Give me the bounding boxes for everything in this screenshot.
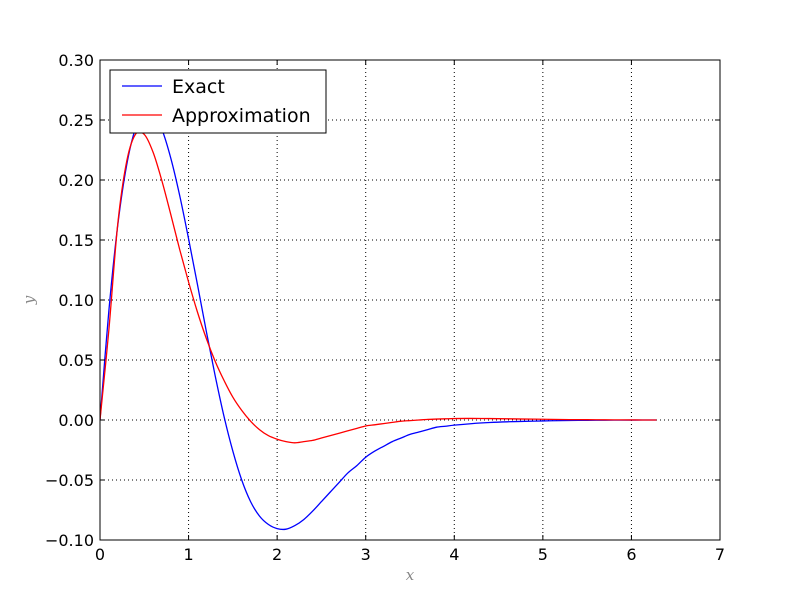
y-tick-label: 0.10 bbox=[58, 291, 94, 310]
y-tick-label: 0.05 bbox=[58, 351, 94, 370]
y-tick-label: 0.20 bbox=[58, 171, 94, 190]
x-tick-label: 1 bbox=[183, 545, 193, 564]
y-axis-label: y bbox=[20, 295, 38, 305]
y-tick-label: −0.10 bbox=[45, 531, 94, 550]
x-tick-label: 0 bbox=[95, 545, 105, 564]
y-tick-label: −0.05 bbox=[45, 471, 94, 490]
y-tick-label: 0.15 bbox=[58, 231, 94, 250]
ticks: 0 1 2 3 4 5 6 7 −0.10 −0.05 0.00 0.05 0.10 0.15 0.20 0.… bbox=[45, 51, 725, 564]
series-line-exact bbox=[100, 109, 657, 531]
y-tick-label: 0.30 bbox=[58, 51, 94, 70]
legend-box bbox=[109, 69, 327, 134]
x-tick-label: 6 bbox=[626, 545, 636, 564]
x-tick-label: 2 bbox=[272, 545, 282, 564]
x-tick-label: 4 bbox=[449, 545, 459, 564]
legend-label: Exact bbox=[172, 76, 225, 98]
y-tick-label: 0.00 bbox=[58, 411, 94, 430]
x-tick-label: 5 bbox=[538, 545, 548, 564]
series-layer bbox=[100, 109, 657, 531]
x-tick-label: 7 bbox=[715, 545, 725, 564]
legend-label: Approximation bbox=[172, 105, 311, 127]
series-line-approximation bbox=[100, 130, 657, 444]
legend: Exact Approximation bbox=[109, 69, 327, 134]
x-axis-label: x bbox=[406, 566, 415, 584]
x-tick-label: 3 bbox=[361, 545, 371, 564]
y-tick-label: 0.25 bbox=[58, 111, 94, 130]
